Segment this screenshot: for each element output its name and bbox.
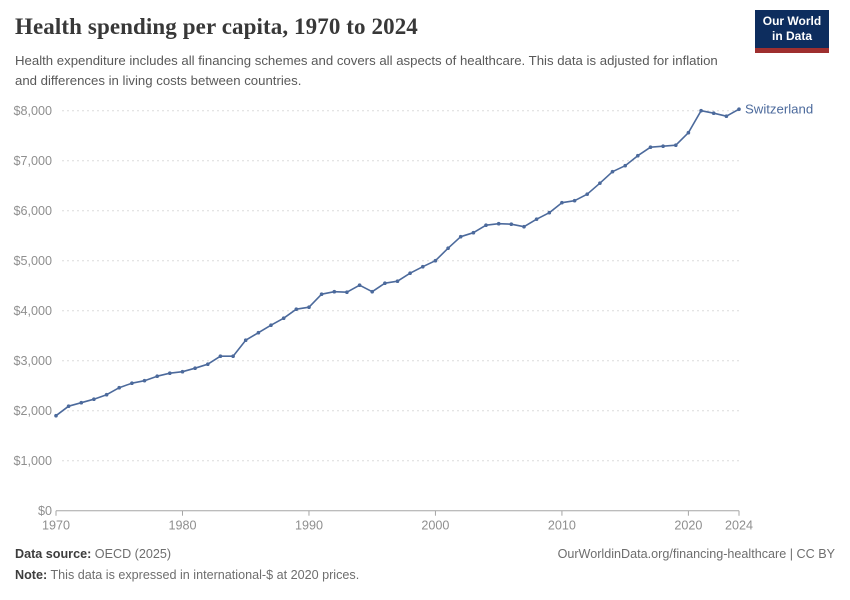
data-point[interactable]	[598, 181, 602, 185]
data-point[interactable]	[383, 281, 387, 285]
data-point[interactable]	[357, 283, 362, 287]
data-source-value: OECD (2025)	[94, 547, 172, 561]
line-chart-canvas: $0 $1,000 $2,000 $3,000 $4,000 $5,000 $6,000 $7…	[13, 102, 813, 533]
data-point[interactable]	[674, 143, 678, 147]
data-point[interactable]	[610, 169, 615, 174]
data-point[interactable]	[269, 323, 273, 327]
data-point[interactable]	[256, 330, 261, 335]
owid-logo[interactable]: Our World in Data	[755, 10, 829, 53]
x-axis-tick-label: 2000	[421, 519, 449, 533]
chart-subtitle: Health expenditure includes all financin…	[15, 53, 718, 88]
data-point[interactable]	[281, 316, 286, 320]
data-point[interactable]	[193, 366, 197, 371]
note-value: This data is expressed in international-…	[50, 568, 360, 582]
data-point[interactable]	[104, 392, 109, 397]
data-point[interactable]	[180, 369, 185, 374]
chart-footer: Data source: OECD (2025) OurWorldinData.…	[15, 547, 835, 582]
y-axis-tick-label: $3,000	[13, 354, 52, 368]
data-point[interactable]	[345, 290, 349, 294]
data-point[interactable]	[66, 404, 71, 409]
data-point[interactable]	[243, 338, 248, 342]
data-point[interactable]	[623, 163, 627, 168]
data-point[interactable]	[496, 221, 501, 226]
data-point[interactable]	[130, 381, 134, 386]
series-end-label[interactable]: Switzerland	[745, 102, 813, 117]
data-point[interactable]	[142, 378, 147, 383]
x-axis-tick-label: 1970	[42, 519, 70, 533]
y-axis-tick-label: $6,000	[13, 204, 52, 218]
data-point[interactable]	[54, 413, 58, 418]
data-point[interactable]	[307, 305, 311, 309]
data-point[interactable]	[648, 145, 653, 149]
y-axis-tick-label: $0	[38, 504, 52, 518]
data-point[interactable]	[458, 234, 463, 239]
data-point[interactable]	[92, 397, 96, 402]
y-axis-tick-label: $1,000	[13, 454, 52, 468]
data-source-label: Data source:	[15, 547, 92, 561]
owid-logo-line1: Our World	[762, 14, 822, 28]
data-point[interactable]	[446, 246, 450, 250]
credit-link[interactable]: OurWorldinData.org/financing-healthcare …	[557, 547, 835, 561]
data-point[interactable]	[408, 271, 412, 275]
data-point[interactable]	[155, 374, 159, 379]
note-line: Note: This data is expressed in internat…	[15, 568, 835, 582]
data-point[interactable]	[117, 385, 121, 390]
data-point[interactable]	[547, 210, 552, 215]
data-point[interactable]	[711, 111, 716, 115]
data-point[interactable]	[522, 224, 526, 229]
x-axis-tick-label: 2010	[548, 519, 576, 533]
data-point[interactable]	[231, 354, 235, 359]
data-point[interactable]	[724, 114, 729, 118]
data-point[interactable]	[332, 289, 337, 294]
data-source-line: Data source: OECD (2025)	[15, 547, 171, 561]
data-point[interactable]	[294, 307, 299, 311]
data-point[interactable]	[686, 130, 691, 135]
y-axis-tick-label: $7,000	[13, 154, 52, 168]
x-axis-tick-label: 1980	[168, 519, 196, 533]
data-point[interactable]	[370, 289, 375, 294]
data-point[interactable]	[484, 223, 488, 227]
data-point[interactable]	[699, 108, 703, 113]
note-label: Note:	[15, 568, 48, 582]
y-axis-tick-label: $4,000	[13, 304, 52, 318]
y-axis-tick-label: $5,000	[13, 254, 52, 268]
data-point[interactable]	[509, 222, 514, 226]
data-point[interactable]	[471, 230, 476, 235]
data-point[interactable]	[534, 217, 539, 221]
data-point[interactable]	[585, 192, 589, 196]
x-axis-tick-label: 1990	[295, 519, 323, 533]
data-point[interactable]	[79, 400, 84, 405]
chart-title: Health spending per capita, 1970 to 2024	[15, 14, 418, 39]
data-point[interactable]	[661, 144, 665, 148]
data-point[interactable]	[560, 200, 564, 205]
data-point[interactable]	[319, 292, 324, 296]
data-point[interactable]	[206, 362, 210, 367]
data-point[interactable]	[737, 107, 741, 111]
x-axis-tick-label: 2024	[725, 519, 753, 533]
chart-plot-area: $0 $1,000 $2,000 $3,000 $4,000 $5,000 $6,000 $7…	[0, 95, 850, 545]
data-point[interactable]	[421, 264, 425, 269]
data-point[interactable]	[433, 258, 438, 263]
data-point[interactable]	[572, 198, 577, 203]
y-axis-tick-label: $2,000	[13, 404, 52, 418]
y-axis-tick-label: $8,000	[13, 104, 52, 118]
owid-logo-line2: in Data	[771, 29, 812, 43]
data-point[interactable]	[636, 153, 640, 158]
data-point[interactable]	[168, 371, 172, 376]
data-point[interactable]	[395, 279, 400, 283]
chart-header: Health spending per capita, 1970 to 2024…	[15, 10, 835, 91]
x-axis-tick-label: 2020	[674, 519, 702, 533]
data-point[interactable]	[218, 354, 223, 359]
